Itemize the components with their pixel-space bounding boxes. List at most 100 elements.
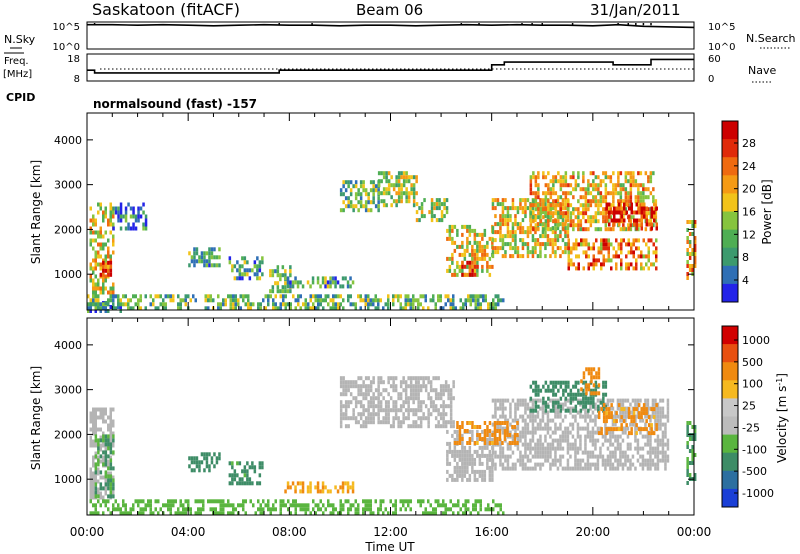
power-cell: [326, 284, 330, 289]
velocity-cell: [369, 404, 373, 409]
velocity-cell: [107, 423, 110, 428]
power-cell: [253, 264, 257, 269]
power-cell: [582, 207, 585, 212]
colorbar-swatch: [722, 283, 738, 303]
velocity-cell: [342, 376, 345, 381]
velocity-cell: [566, 406, 570, 411]
power-cell: [458, 268, 462, 273]
velocity-cell: [312, 507, 315, 512]
velocity-cell: [567, 392, 570, 397]
power-cell: [344, 276, 347, 281]
velocity-cell: [109, 431, 112, 436]
velocity-cell: [481, 449, 484, 454]
power-cell: [276, 289, 280, 294]
power-cell: [619, 187, 623, 192]
velocity-cell: [594, 384, 598, 389]
velocity-cell: [574, 438, 577, 443]
velocity-cell: [661, 442, 665, 447]
power-cell: [193, 259, 196, 264]
velocity-cell: [394, 507, 397, 512]
power-cell: [594, 199, 598, 204]
velocity-cell: [631, 454, 635, 459]
velocity-cell: [649, 434, 652, 439]
velocity-cell: [611, 414, 615, 419]
power-cell: [234, 302, 237, 307]
power-cell: [167, 294, 170, 299]
power-cell: [619, 195, 623, 200]
power-cell: [531, 254, 535, 259]
y-tick-label: 1000: [54, 473, 82, 486]
power-cell: [534, 227, 538, 232]
velocity-cell: [491, 469, 494, 474]
power-cell: [97, 230, 100, 235]
velocity-cell: [529, 442, 532, 447]
velocity-cell: [544, 458, 547, 463]
power-cell: [574, 223, 578, 228]
power-cell: [599, 203, 603, 208]
power-cell: [531, 238, 535, 243]
power-cell: [561, 198, 565, 203]
velocity-cell: [574, 462, 577, 467]
velocity-cell: [301, 489, 305, 494]
power-cell: [541, 234, 545, 239]
velocity-cell: [394, 503, 397, 508]
power-cell: [569, 211, 573, 216]
power-cell: [642, 195, 645, 200]
velocity-cell: [590, 391, 593, 396]
power-cell: [628, 226, 631, 231]
power-cell: [594, 183, 598, 188]
power-cell: [627, 242, 630, 247]
power-cell: [312, 294, 315, 299]
velocity-colorbar-label-exponent: -1: [775, 378, 784, 386]
velocity-cell: [476, 477, 479, 482]
velocity-cell: [458, 449, 462, 454]
power-cell: [190, 255, 194, 260]
velocity-cell: [97, 442, 100, 447]
velocity-cell: [104, 458, 108, 463]
power-cell: [597, 187, 600, 192]
velocity-colorbar-label-text: Velocity [m s: [775, 386, 789, 463]
velocity-cell: [551, 398, 555, 403]
power-cell: [362, 188, 365, 193]
power-cell: [210, 255, 214, 260]
velocity-cell: [506, 429, 509, 433]
power-cell: [638, 206, 641, 211]
velocity-cell: [109, 458, 113, 463]
velocity-cell: [457, 499, 460, 504]
x-tick-label: 00:00: [70, 525, 105, 539]
power-cell: [592, 187, 595, 192]
power-cell: [534, 195, 538, 200]
velocity-cell: [392, 511, 395, 516]
power-cell: [279, 277, 282, 282]
power-cell: [440, 202, 444, 207]
power-cell: [271, 285, 275, 290]
power-cell: [385, 179, 388, 184]
power-cell: [625, 262, 628, 267]
power-cell: [537, 175, 540, 180]
velocity-cell: [471, 453, 474, 458]
velocity-cell: [524, 430, 527, 435]
power-cell: [279, 289, 282, 294]
velocity-cell: [534, 400, 538, 405]
power-cell: [222, 302, 225, 307]
power-cell: [642, 187, 645, 192]
velocity-cell: [656, 402, 660, 407]
velocity-cell: [591, 462, 595, 467]
power-cell: [228, 256, 232, 261]
power-cell: [630, 250, 633, 255]
velocity-cell: [259, 507, 262, 512]
power-cell: [286, 276, 290, 281]
velocity-cell: [594, 418, 597, 423]
power-cell: [691, 268, 694, 272]
power-cell: [549, 191, 553, 196]
power-cell: [456, 264, 459, 269]
power-cell: [640, 210, 643, 215]
velocity-cell: [562, 380, 565, 385]
velocity-cell: [494, 466, 497, 471]
power-cell: [477, 306, 480, 311]
velocity-cell: [659, 442, 662, 447]
velocity-cell: [519, 414, 522, 419]
velocity-cell: [447, 420, 450, 425]
velocity-cell: [188, 456, 191, 461]
velocity-cell: [549, 426, 552, 431]
